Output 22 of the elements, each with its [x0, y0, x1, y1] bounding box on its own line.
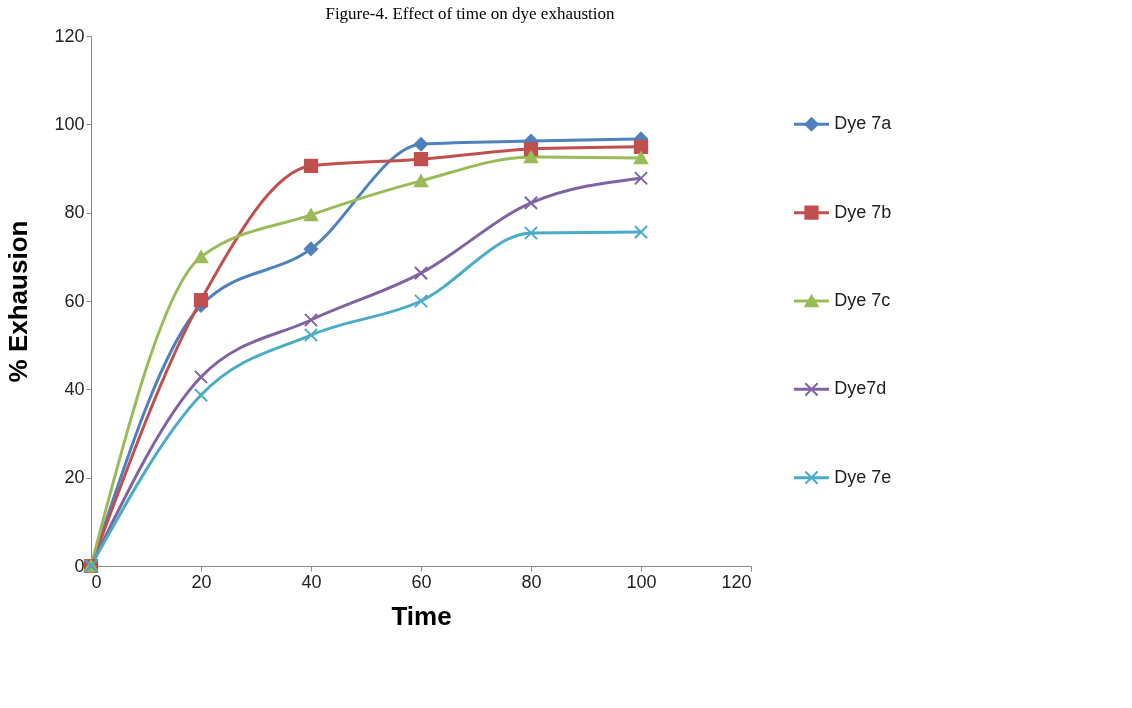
y-tick-label: 60: [64, 290, 85, 311]
legend-label: Dye 7b: [834, 201, 892, 222]
x-tick-label: 60: [411, 571, 432, 592]
y-tick-label: 120: [54, 25, 85, 46]
x-tick-label: 40: [301, 571, 322, 592]
y-tick-label: 40: [64, 378, 85, 399]
x-tick-label: 100: [626, 571, 657, 592]
y-tick-label: 80: [64, 202, 85, 223]
y-tick-label: 100: [54, 113, 85, 134]
x-tick-label: 120: [721, 571, 752, 592]
legend-label: Dye7d: [834, 378, 887, 399]
y-tick-label: 0: [74, 555, 85, 576]
legend-label: Dye 7e: [834, 466, 892, 487]
y-tick-label: 20: [64, 467, 85, 488]
y-axis-title: % Exhausion: [3, 220, 34, 383]
x-tick-label: 0: [91, 571, 102, 592]
x-tick-label: 80: [521, 571, 542, 592]
legend-label: Dye 7a: [834, 113, 893, 134]
x-axis-title: Time: [391, 600, 452, 631]
x-tick-label: 20: [191, 571, 212, 592]
chart-title: Figure-4. Effect of time on dye exhaustion: [325, 4, 616, 23]
legend-label: Dye 7c: [834, 290, 891, 310]
